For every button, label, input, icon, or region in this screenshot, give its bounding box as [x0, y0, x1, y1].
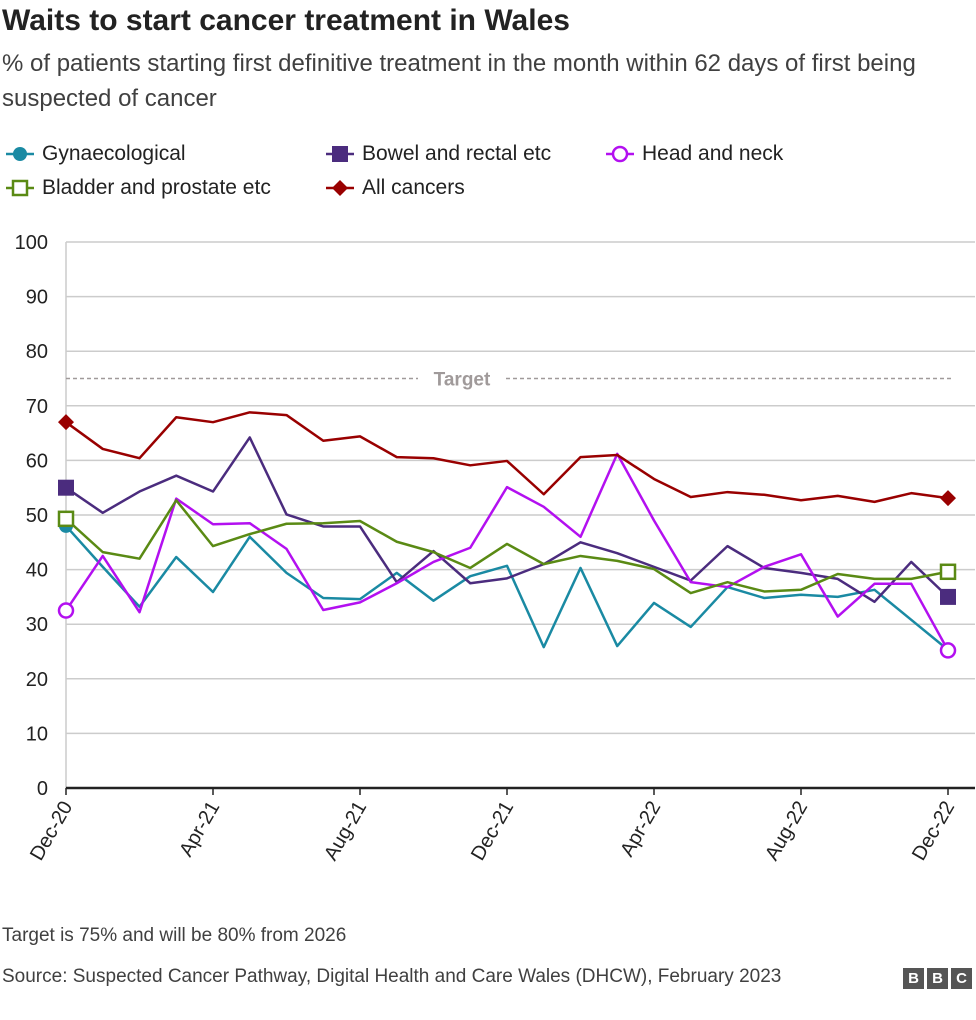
x-tick-label: Dec-21: [467, 798, 518, 865]
x-tick-label: Aug-22: [761, 798, 812, 865]
y-tick-label: 10: [26, 723, 48, 745]
legend-marker-diamond-icon: [326, 180, 354, 196]
series-line-bowel-and-rectal-etc: [65, 436, 949, 604]
bbc-logo-letter: B: [927, 968, 948, 989]
y-tick-label: 80: [26, 341, 48, 363]
x-tick-label: Aug-21: [320, 798, 371, 865]
series-line-bladder-and-prostate-etc: [65, 499, 949, 595]
legend-item-head-neck: Head and neck: [606, 142, 783, 166]
y-tick-label: 100: [15, 232, 48, 254]
legend-marker-circle-icon: [6, 147, 34, 161]
source-text: Source: Suspected Cancer Pathway, Digita…: [2, 966, 782, 987]
data-point-marker: [57, 510, 75, 528]
legend-label: Gynaecological: [42, 142, 186, 165]
legend-label: Bowel and rectal etc: [362, 142, 552, 165]
bbc-logo-letter: C: [951, 968, 972, 989]
series-line-all-cancers: [65, 411, 949, 504]
chart-title: Waits to start cancer treatment in Wales: [2, 4, 570, 37]
data-point-marker: [940, 490, 956, 507]
data-point-marker: [58, 479, 74, 496]
x-tick-label: Apr-21: [175, 798, 224, 861]
y-tick-label: 90: [26, 287, 48, 309]
data-point-marker: [939, 563, 957, 581]
legend-marker-square-icon: [326, 146, 354, 162]
legend-item-bowel: Bowel and rectal etc: [326, 142, 551, 166]
legend-item-all-cancers: All cancers: [326, 176, 465, 200]
data-point-marker: [57, 602, 75, 619]
x-tick-label: Dec-20: [26, 798, 77, 865]
legend-marker-open-circle-icon: [606, 145, 634, 163]
y-tick-label: 70: [26, 396, 48, 418]
legend-label: Head and neck: [642, 142, 784, 165]
target-label: Target: [434, 370, 491, 391]
legend-label: All cancers: [362, 176, 465, 199]
y-tick-label: 30: [26, 614, 48, 636]
legend-item-gynaecological: Gynaecological: [6, 142, 186, 166]
y-tick-label: 60: [26, 450, 48, 472]
series-line-gynaecological: [65, 525, 949, 651]
y-tick-label: 0: [37, 778, 48, 800]
x-tick-label: Apr-22: [616, 798, 665, 861]
footnote: Target is 75% and will be 80% from 2026: [2, 925, 347, 946]
data-point-marker: [58, 414, 74, 431]
x-tick-label: Dec-22: [908, 798, 959, 865]
y-tick-label: 40: [26, 560, 48, 582]
y-tick-label: 20: [26, 669, 48, 691]
bbc-logo-letter: B: [903, 968, 924, 989]
legend-label: Bladder and prostate etc: [42, 176, 271, 199]
legend: Gynaecological Bowel and rectal etc Head…: [0, 140, 976, 210]
y-tick-label: 50: [26, 505, 48, 527]
legend-item-bladder: Bladder and prostate etc: [6, 176, 271, 200]
bbc-logo: B B C: [903, 968, 972, 989]
data-point-marker: [939, 642, 957, 659]
chart-subtitle: % of patients starting first definitive …: [2, 50, 916, 112]
legend-marker-open-square-icon: [6, 179, 34, 197]
series-line-head-and-neck: [64, 452, 950, 652]
data-point-marker: [940, 588, 956, 605]
